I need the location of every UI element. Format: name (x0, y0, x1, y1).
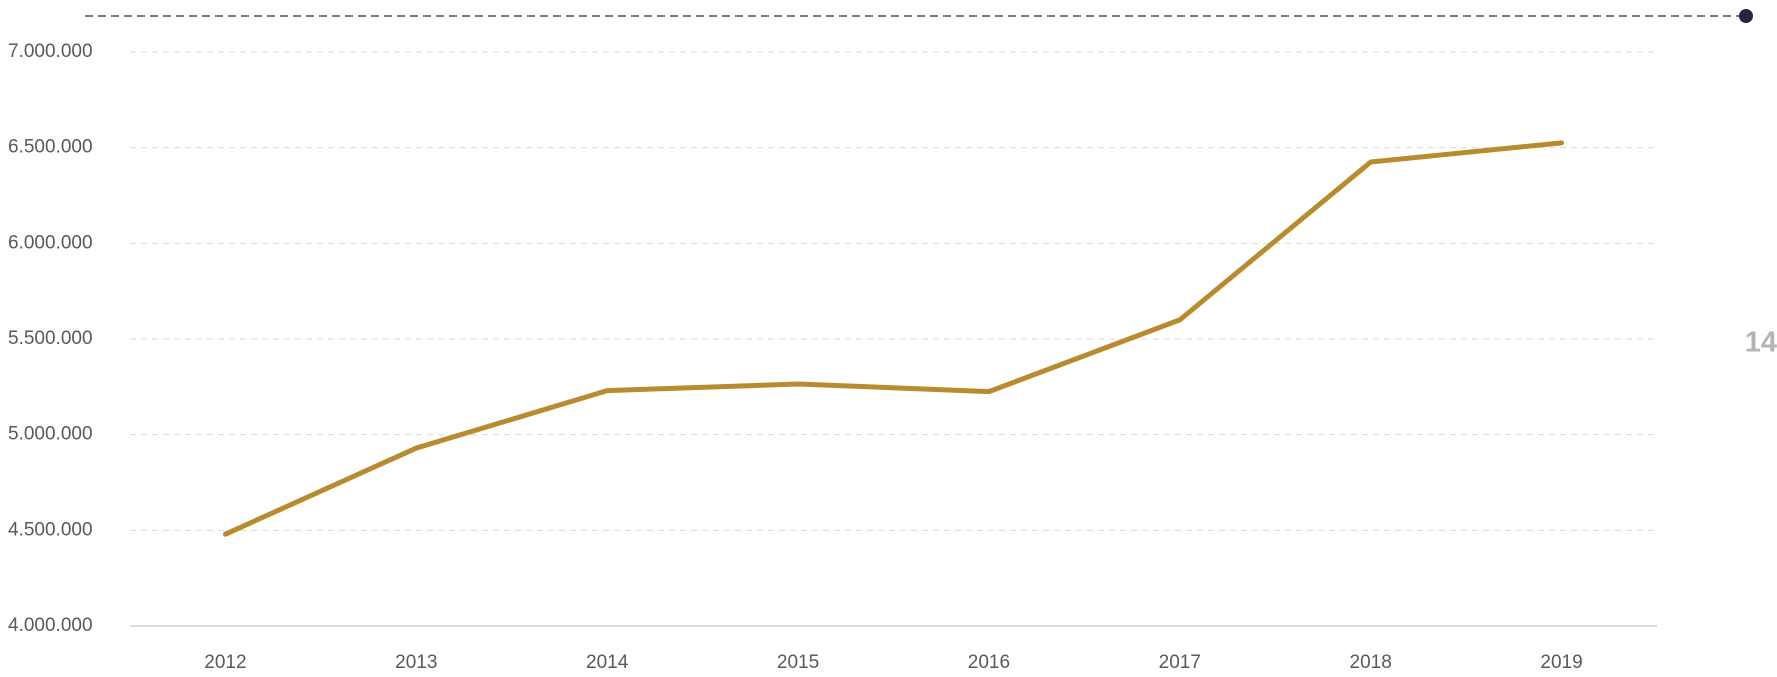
y-tick-label: 5.000.000 (8, 424, 93, 445)
x-tick-label: 2012 (204, 652, 246, 673)
x-tick-label: 2019 (1540, 652, 1582, 673)
x-tick-label: 2016 (968, 652, 1010, 673)
y-tick-label: 6.500.000 (8, 137, 93, 158)
y-tick-label: 5.500.000 (8, 328, 93, 349)
divider-dot (1739, 9, 1753, 23)
data-line (222, 140, 1565, 537)
x-tick-label: 2013 (395, 652, 437, 673)
y-tick-label: 4.500.000 (8, 519, 93, 540)
x-tick-label: 2018 (1350, 652, 1392, 673)
y-tick-label: 4.000.000 (8, 615, 93, 636)
side-label: 14 (1745, 327, 1777, 359)
x-tick-label: 2017 (1159, 652, 1201, 673)
y-tick-label: 6.000.000 (8, 232, 93, 253)
x-tick-label: 2014 (586, 652, 629, 673)
x-tick-label: 2015 (777, 652, 819, 673)
y-tick-label: 7.000.000 (8, 41, 93, 62)
